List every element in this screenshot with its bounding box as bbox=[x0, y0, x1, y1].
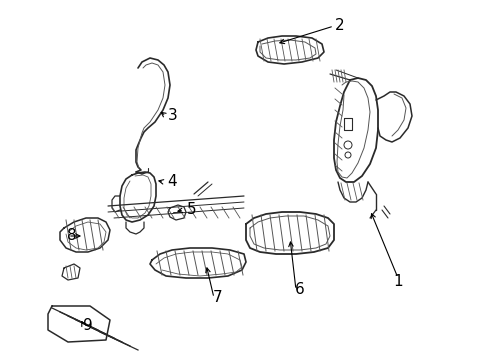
Text: 6: 6 bbox=[295, 283, 304, 297]
Text: 5: 5 bbox=[187, 202, 196, 217]
Text: 3: 3 bbox=[168, 108, 178, 123]
Text: 1: 1 bbox=[392, 274, 402, 289]
Text: 8: 8 bbox=[67, 229, 77, 243]
Text: 7: 7 bbox=[213, 291, 223, 306]
Text: 4: 4 bbox=[167, 175, 177, 189]
Text: 2: 2 bbox=[334, 18, 344, 33]
Text: 9: 9 bbox=[83, 319, 93, 333]
